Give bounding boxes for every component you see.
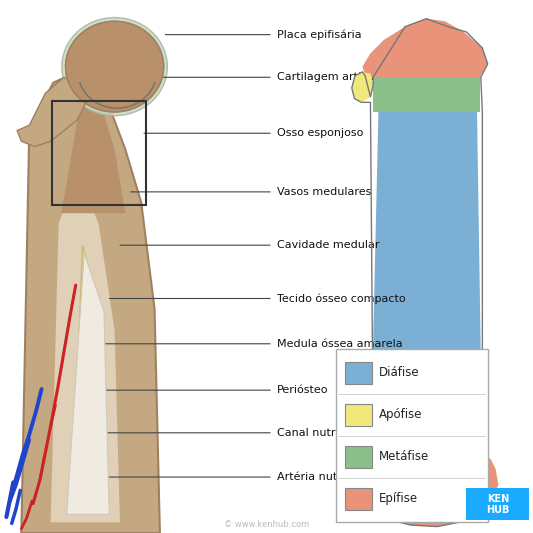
Polygon shape xyxy=(352,72,373,102)
Polygon shape xyxy=(51,171,120,522)
Bar xyxy=(52,101,146,205)
Text: HUB: HUB xyxy=(486,505,510,515)
Text: Metáfise: Metáfise xyxy=(378,450,429,463)
Text: Osso esponjoso: Osso esponjoso xyxy=(277,128,364,138)
Text: Periósteo: Periósteo xyxy=(277,385,329,395)
Text: Cartilagem articular: Cartilagem articular xyxy=(277,72,389,82)
Polygon shape xyxy=(373,77,480,112)
Polygon shape xyxy=(21,72,160,533)
Polygon shape xyxy=(72,245,104,512)
Ellipse shape xyxy=(62,18,167,116)
Polygon shape xyxy=(61,91,125,213)
Text: Cavidade medular: Cavidade medular xyxy=(277,240,379,250)
Ellipse shape xyxy=(66,21,164,112)
Text: © www.kenhub.com: © www.kenhub.com xyxy=(224,520,309,529)
Polygon shape xyxy=(370,429,482,458)
Text: Medula óssea amarela: Medula óssea amarela xyxy=(277,339,403,349)
Text: Epífise: Epífise xyxy=(378,492,417,505)
Text: Tecido ósseo compacto: Tecido ósseo compacto xyxy=(277,293,406,304)
Polygon shape xyxy=(370,112,482,458)
Text: Artéria nutrícia: Artéria nutrícia xyxy=(277,472,361,482)
FancyBboxPatch shape xyxy=(345,404,372,426)
Text: Vasos medulares: Vasos medulares xyxy=(277,187,372,197)
Text: Canal nutrício: Canal nutrício xyxy=(277,428,355,438)
Polygon shape xyxy=(17,77,85,147)
FancyBboxPatch shape xyxy=(345,488,372,511)
Text: KEN: KEN xyxy=(487,495,509,504)
Text: Diáfise: Diáfise xyxy=(378,366,419,379)
FancyBboxPatch shape xyxy=(336,349,488,522)
FancyBboxPatch shape xyxy=(345,446,372,469)
FancyBboxPatch shape xyxy=(345,362,372,384)
Text: Apófise: Apófise xyxy=(378,408,422,421)
Text: Placa epifisária: Placa epifisária xyxy=(277,29,362,40)
Polygon shape xyxy=(358,458,498,527)
Ellipse shape xyxy=(66,21,164,112)
Polygon shape xyxy=(67,253,109,514)
Polygon shape xyxy=(362,19,488,77)
FancyBboxPatch shape xyxy=(466,488,529,520)
